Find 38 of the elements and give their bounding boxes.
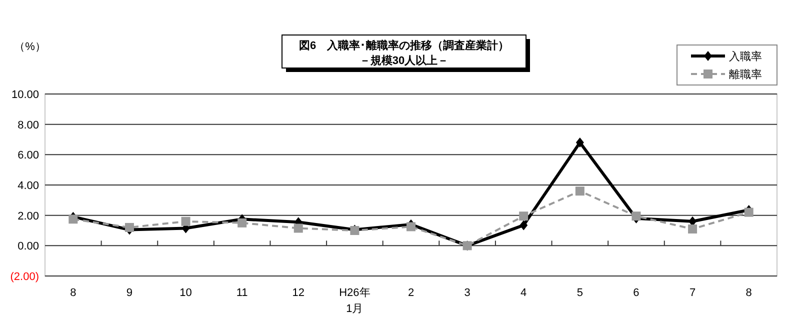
point — [406, 222, 416, 232]
x-tick-label: 10 — [180, 287, 192, 299]
chart-subtitle: －規模30人以上－ — [359, 54, 449, 67]
x-tick-label: 4 — [520, 287, 527, 299]
point — [576, 138, 584, 148]
y-tick-label: (2.00) — [10, 271, 39, 283]
y-tick-label: 10.00 — [11, 89, 39, 101]
point — [519, 212, 528, 221]
point — [744, 208, 754, 217]
point — [688, 224, 698, 234]
x-tick-label: 7 — [689, 287, 696, 299]
x-tick-label: 3 — [464, 287, 470, 299]
x-tick-label: 8 — [746, 287, 752, 299]
x-tick-label: 6 — [633, 287, 640, 299]
x-tick-label: 9 — [126, 287, 133, 299]
y-tick-label: 6.00 — [18, 150, 39, 162]
legend-label: 離職率 — [729, 68, 762, 81]
x-tick-label: 12 — [292, 287, 305, 299]
point — [294, 224, 303, 233]
chart-title: 図6 入職率･離職率の推移（調査産業計） — [298, 39, 510, 52]
y-axis-title: （%） — [14, 41, 46, 53]
point — [181, 216, 190, 226]
y-tick-label: 8.00 — [18, 119, 39, 132]
x-tick-label: 2 — [408, 287, 414, 299]
y-tick-label: 0.00 — [18, 240, 39, 253]
point — [520, 220, 528, 230]
x-tick-label: 8 — [70, 287, 76, 299]
point — [124, 222, 134, 232]
point — [68, 214, 78, 224]
x-tick-label: 11 — [236, 287, 248, 299]
x-tick-label: H26年 1月 — [339, 287, 370, 315]
point — [238, 218, 247, 228]
point — [632, 212, 641, 221]
point — [575, 186, 584, 196]
legend-label: 入職率 — [729, 50, 762, 63]
y-tick-label: 2.00 — [18, 210, 39, 222]
y-tick-label: 4.00 — [18, 180, 39, 192]
x-tick-label: 5 — [576, 287, 583, 299]
